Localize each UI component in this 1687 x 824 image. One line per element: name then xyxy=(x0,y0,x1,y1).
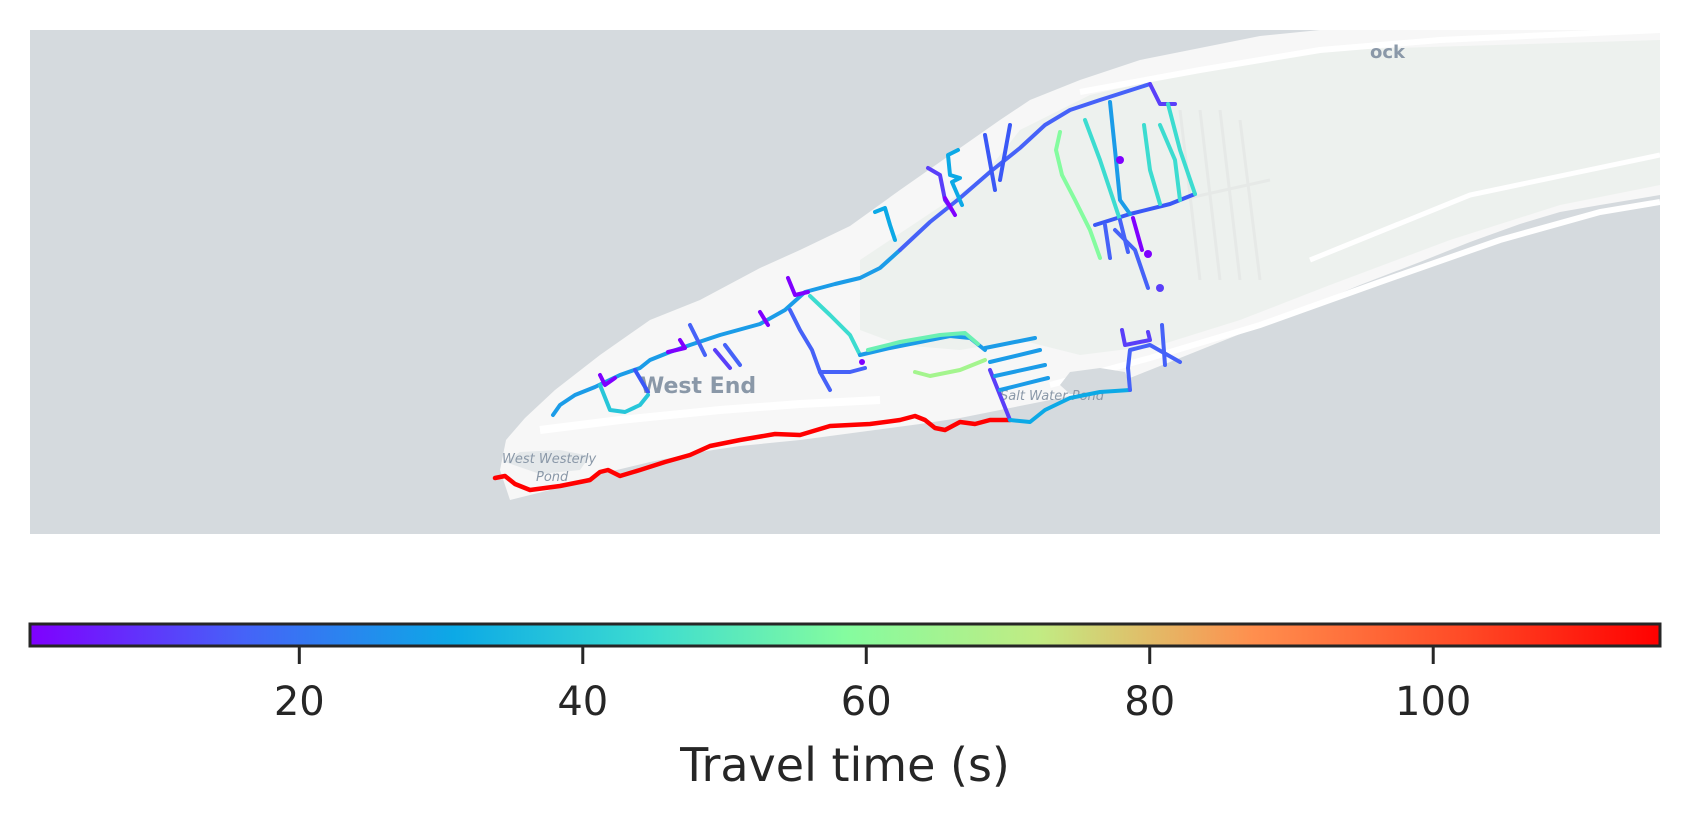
west-westerly-pond xyxy=(505,450,590,474)
road-segment-spur-c xyxy=(1131,216,1144,252)
basemap: West End West Westerly Pond Salt Water P… xyxy=(30,30,1660,534)
road-segment-parallel-1 xyxy=(983,336,1037,350)
colorbar-tick-label: 40 xyxy=(557,679,608,725)
node-marker xyxy=(859,359,865,365)
road-segment-west-spur-2 xyxy=(758,310,770,327)
main-road-north xyxy=(1079,30,1660,95)
airport-runway xyxy=(539,396,881,434)
place-label-partial-top: ock xyxy=(1370,42,1406,63)
road-segment-northeast-spine xyxy=(898,82,1152,252)
colorbar-gradient xyxy=(28,622,1662,648)
road-segment-east-cluster-2 xyxy=(1120,328,1152,347)
road-segment-center-top xyxy=(866,331,980,352)
colorbar-axis-title: Travel time (s) xyxy=(679,738,1010,792)
road-segment-west-spur-5 xyxy=(713,348,732,370)
place-label-salt-water-pond: Salt Water Pond xyxy=(1000,389,1105,404)
vegetation-area xyxy=(860,40,1660,355)
road-segment-inner-connector xyxy=(818,366,867,374)
road-segment-southeast-link xyxy=(988,368,1012,422)
road-segment-west-spur-4 xyxy=(666,338,687,354)
road-segment-west-spur-6 xyxy=(723,343,742,367)
road-segment-north-spur-5 xyxy=(873,206,897,242)
colorbar-ticks: 20 40 60 80 100 xyxy=(274,646,1471,725)
road-segment-pond-road xyxy=(1008,388,1132,424)
east-road xyxy=(1309,152,1660,263)
road-segment-parallel-2 xyxy=(988,348,1042,364)
road-segment-north-spur-6 xyxy=(943,196,957,217)
road-segment-green-curve xyxy=(1054,130,1102,260)
main-road-south xyxy=(1049,199,1660,388)
road-segment-north-spur-2 xyxy=(983,133,997,192)
road-segment-parallel-3 xyxy=(993,363,1047,378)
node-marker xyxy=(1156,284,1164,292)
road-segment-west-spur-8 xyxy=(598,373,617,387)
road-segment-south-shore xyxy=(492,413,1013,493)
road-segment-parallel-4 xyxy=(998,376,1050,392)
road-segment-east-cluster-3 xyxy=(1160,323,1167,367)
road-segment-west-loop xyxy=(598,383,650,414)
road-segment-main-spine xyxy=(551,248,902,417)
road-segment-east-vertical-1 xyxy=(1108,100,1132,216)
road-segment-center-diagonal xyxy=(808,294,862,357)
road-segment-aqua-diagonal xyxy=(1083,118,1122,222)
road-segment-east-vertical-4 xyxy=(1166,102,1197,196)
road-segment-spur-b xyxy=(1118,218,1130,254)
road-segment-east-cluster xyxy=(1126,343,1182,392)
node-marker xyxy=(1116,156,1124,164)
road-segment-north-spur-1 xyxy=(998,123,1012,182)
place-label-west-westerly-pond: West Westerly xyxy=(502,452,597,467)
road-segment-west-spur-1 xyxy=(786,276,810,297)
road-segment-west-spur-7 xyxy=(633,368,650,394)
road-segment-west-spur-3 xyxy=(688,323,707,357)
colorbar-tick-label: 80 xyxy=(1124,679,1175,725)
road-segment-west-inner xyxy=(788,308,832,392)
node-marker xyxy=(1144,250,1152,258)
colorbar: 20 40 60 80 100 Travel time (s) xyxy=(28,622,1662,792)
salt-water-pond xyxy=(1060,368,1130,394)
road-segment-center-green xyxy=(913,358,987,378)
road-segment-east-vertical-3 xyxy=(1158,123,1182,202)
place-label-west-westerly-pond-line2: Pond xyxy=(536,470,569,485)
road-segment-east-vertical-2 xyxy=(1142,123,1162,206)
road-segment-spur-a xyxy=(1103,223,1112,260)
place-label-west-end: West End xyxy=(640,374,756,399)
road-segment-south-branch xyxy=(1113,228,1150,290)
road-segment-north-spur-3 xyxy=(946,148,964,207)
colorbar-tick-label: 20 xyxy=(274,679,325,725)
colorbar-tick-label: 60 xyxy=(841,679,892,725)
road-segment-east-west-street xyxy=(1093,192,1197,227)
colorbar-tick-label: 100 xyxy=(1395,679,1471,725)
travel-time-network xyxy=(492,82,1197,493)
